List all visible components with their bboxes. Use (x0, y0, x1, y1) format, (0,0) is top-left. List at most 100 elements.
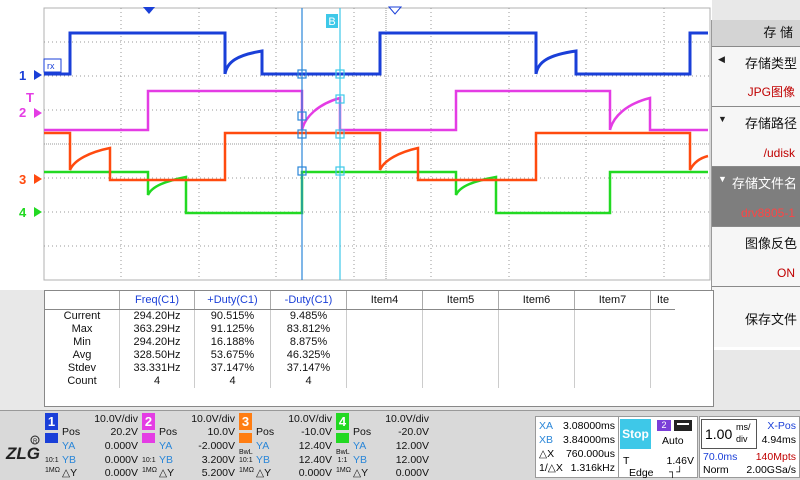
measurement-header-cell (45, 291, 120, 310)
pos-label: Pos (159, 426, 178, 438)
empty-cell (422, 349, 499, 362)
measurement-header-row: Freq(C1) +Duty(C1) -Duty(C1) Item4 Item5… (45, 291, 675, 310)
measurement-header-cell[interactable]: Item6 (498, 291, 575, 310)
pduty-value: 4 (194, 375, 271, 388)
ch4-settings[interactable]: 4 BwL 1:1 1MΩ 10.0V/div Pos -20.0V YA 12.0… (336, 411, 431, 480)
menu-item-save-type[interactable]: ◀ 存储类型 JPG图像 (712, 47, 800, 107)
status-bar: ZLG R 1 10:1 1MΩ 10.0V/div Pos 20.2V YA 0.… (0, 410, 800, 480)
empty-cell (651, 349, 676, 362)
timebase-unit-top: ms/ (736, 422, 751, 432)
ch1-yb: 0.000V (104, 454, 138, 466)
graticule-grid (44, 8, 710, 280)
table-row: Stdev 33.331Hz 37.147% 37.147% (45, 362, 675, 375)
table-row: Avg 328.50Hz 53.675% 46.325% (45, 349, 675, 362)
ya-label: YA (256, 440, 270, 452)
ch3-settings[interactable]: 3 BwL 10:1 1MΩ 10.0V/div Pos -10.0V YA 12.… (239, 411, 334, 480)
yb-label: YB (62, 454, 77, 466)
empty-cell (498, 336, 575, 349)
ch4-yb: 12.00V (395, 454, 429, 466)
freq-value: 4 (119, 375, 195, 388)
ch1-offset-marker[interactable] (34, 70, 42, 80)
ch2-settings[interactable]: 2 10:1 1MΩ 10.0V/div Pos 10.0V YA -2.000V … (142, 411, 237, 480)
menu-item-value: drv8805-1 (740, 206, 795, 220)
menu-item-name: 图像反色 (744, 236, 797, 251)
ya-label: YA (353, 440, 367, 452)
timebase-knob-display[interactable]: 1.00 ms/ div (701, 419, 757, 449)
measurement-header-cell[interactable]: Freq(C1) (119, 291, 195, 310)
nduty-value: 9.485% (270, 309, 347, 323)
ch2-yb: 3.200V (201, 454, 235, 466)
ch3-dy: 0.000V (298, 467, 332, 479)
timebase-value: 1.00 (705, 426, 733, 442)
ch4-offset-marker[interactable] (34, 207, 42, 217)
acquire-mode: Norm (703, 464, 729, 476)
freq-value: 294.20Hz (119, 309, 195, 323)
yb-label: YB (353, 454, 368, 466)
ch4-probe: BwL 1:1 (336, 449, 350, 464)
inv-dx-label: 1/△X (539, 462, 563, 474)
menu-item-file-name[interactable]: ▼ 存储文件名 drv8805-1 (712, 167, 800, 227)
measurement-header-cell[interactable]: Item4 (346, 291, 423, 310)
empty-cell (574, 336, 651, 349)
measurement-header-cell[interactable]: Ite (650, 291, 675, 310)
xb-label: XB (539, 434, 554, 446)
save-menu: 存 储 ◀ 存储类型 JPG图像 ▼ 存储路径 /udisk ▼ 存储文件名 d… (711, 20, 800, 350)
dy-label: △Y (256, 467, 272, 479)
empty-cell (498, 349, 575, 362)
measurement-header-cell[interactable]: Item7 (574, 291, 651, 310)
ch1-vdiv: 10.0V/div (94, 413, 138, 425)
cursor-b-label: B (328, 16, 335, 28)
ch2-pos: 10.0V (207, 426, 235, 438)
memory-depth: 140Mpts (755, 451, 796, 463)
svg-text:ZLG: ZLG (5, 444, 40, 463)
trigger-panel[interactable]: Stop 2 Auto T 1.46V Edge ┐┘ (618, 416, 698, 479)
row-label: Min (45, 336, 120, 349)
empty-cell (574, 362, 651, 375)
measurement-header-cell[interactable]: Item5 (422, 291, 499, 310)
xb-value: 3.84000ms (563, 434, 615, 446)
measurement-header-cell[interactable]: +Duty(C1) (194, 291, 271, 310)
empty-cell (574, 309, 651, 323)
yb-label: YB (256, 454, 271, 466)
horizontal-position-marker[interactable] (387, 6, 403, 15)
ch3-impedance: 1MΩ (239, 467, 254, 474)
dy-label: △Y (62, 467, 78, 479)
freq-value: 363.29Hz (119, 323, 195, 336)
ch4-impedance: 1MΩ (336, 467, 351, 474)
timebase-panel[interactable]: 1.00 ms/ div X-Pos 4.94ms 70.0ms 140Mpts… (699, 416, 800, 478)
ch1-settings[interactable]: 1 10:1 1MΩ 10.0V/div Pos 20.2V YA 0.000V Y… (45, 411, 140, 480)
trigger-position-marker[interactable] (143, 7, 155, 14)
empty-cell (574, 323, 651, 336)
run-stop-status[interactable]: Stop (620, 419, 651, 449)
ch3-probe: BwL 10:1 (239, 449, 253, 464)
timebase-unit-bottom: div (736, 434, 748, 444)
measurement-header-cell[interactable]: -Duty(C1) (270, 291, 347, 310)
nduty-value: 37.147% (270, 362, 347, 375)
empty-cell (422, 309, 499, 323)
ch4-vdiv: 10.0V/div (385, 413, 429, 425)
cursor-readout[interactable]: XA 3.08000ms XB 3.84000ms △X 760.000us 1… (535, 416, 619, 478)
ch3-offset-marker[interactable] (34, 174, 42, 184)
svg-text:R: R (33, 439, 38, 445)
table-row: Min 294.20Hz 16.188% 8.875% (45, 336, 675, 349)
row-label: Stdev (45, 362, 120, 375)
inv-dx-value: 1.316kHz (570, 462, 615, 474)
ch2-label: 2 (19, 105, 27, 120)
menu-item-save-path[interactable]: ▼ 存储路径 /udisk (712, 107, 800, 167)
ch3-vdiv: 10.0V/div (288, 413, 332, 425)
ch3-number: 3 (239, 413, 252, 430)
nduty-value: 46.325% (270, 349, 347, 362)
cursor-b-marker[interactable] (326, 14, 338, 28)
ch2-offset-marker[interactable] (34, 108, 42, 118)
menu-item-name: 存储文件名 (731, 176, 797, 191)
ch4-number: 4 (336, 413, 349, 430)
ch3-label: 3 (19, 172, 27, 187)
menu-item-save-file[interactable]: 保存文件 (712, 287, 800, 347)
ch1-label: 1 (19, 68, 27, 83)
menu-item-invert[interactable]: 图像反色 ON (712, 227, 800, 287)
ch3-pos: -10.0V (301, 426, 332, 438)
dy-label: △Y (159, 467, 175, 479)
ch2-vdiv: 10.0V/div (191, 413, 235, 425)
ch4-coupling-icon (336, 433, 349, 443)
